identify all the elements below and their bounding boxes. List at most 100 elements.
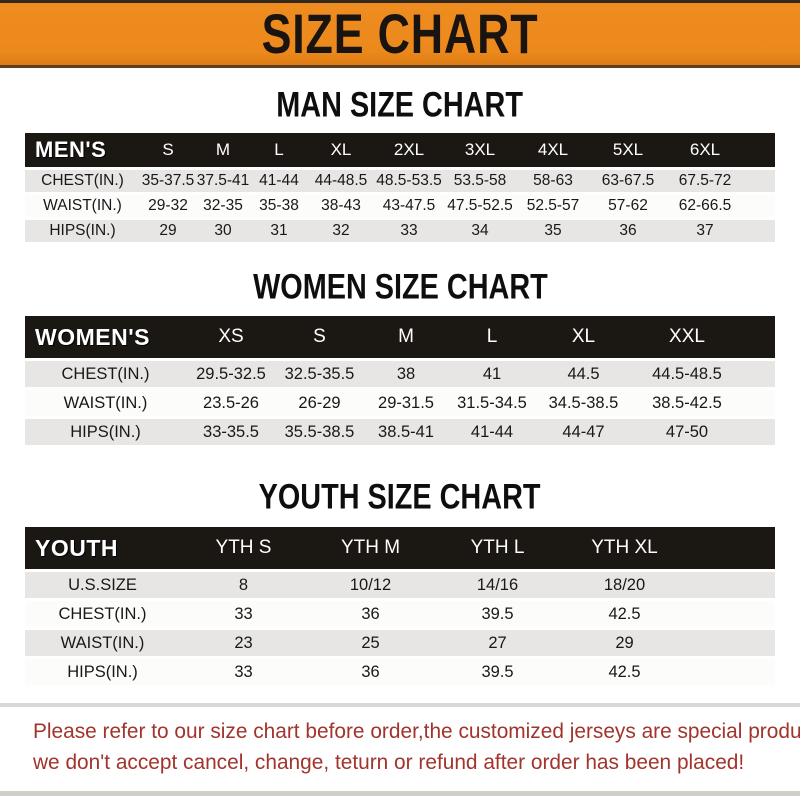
table-cell: 44-47 <box>535 419 632 445</box>
table-cell: 41-44 <box>250 170 308 192</box>
men-size-header: S <box>140 133 196 167</box>
spacer-cell <box>744 133 775 167</box>
row-label: U.S.SIZE <box>25 572 180 598</box>
table-cell: 25 <box>307 630 434 656</box>
youth-size-table: YOUTH YTH S YTH M YTH L YTH XL U.S.SIZE … <box>25 524 775 688</box>
spacer-cell <box>688 630 775 656</box>
row-label: WAIST(IN.) <box>25 195 140 217</box>
youth-section-heading: YOUTH SIZE CHART <box>0 479 800 515</box>
men-hips-row: HIPS(IN.) 29 30 31 32 33 34 35 36 37 <box>25 220 775 242</box>
table-cell: 34 <box>444 220 516 242</box>
table-cell: 32 <box>308 220 374 242</box>
youth-size-header: YTH S <box>180 527 307 569</box>
table-cell: 35 <box>516 220 590 242</box>
table-cell: 29 <box>140 220 196 242</box>
spacer-cell <box>742 361 775 387</box>
table-cell: 18/20 <box>561 572 688 598</box>
women-waist-row: WAIST(IN.) 23.5-26 26-29 29-31.5 31.5-34… <box>25 390 775 416</box>
women-size-header: S <box>276 316 363 358</box>
spacer-cell <box>742 390 775 416</box>
youth-size-header: YTH XL <box>561 527 688 569</box>
disclaimer-line-2: we don't accept cancel, change, teturn o… <box>33 749 745 774</box>
table-cell: 39.5 <box>434 659 561 685</box>
table-cell: 36 <box>307 601 434 627</box>
table-cell: 33 <box>180 659 307 685</box>
men-size-header: 2XL <box>374 133 444 167</box>
table-cell: 31.5-34.5 <box>449 390 535 416</box>
men-size-table: MEN'S S M L XL 2XL 3XL 4XL 5XL 6XL CHEST… <box>25 130 775 245</box>
table-cell: 23.5-26 <box>186 390 276 416</box>
table-cell: 33-35.5 <box>186 419 276 445</box>
youth-hips-row: HIPS(IN.) 33 36 39.5 42.5 <box>25 659 775 685</box>
table-cell: 35.5-38.5 <box>276 419 363 445</box>
table-cell: 35-37.5 <box>140 170 196 192</box>
table-cell: 8 <box>180 572 307 598</box>
table-cell: 52.5-57 <box>516 195 590 217</box>
men-size-header: 5XL <box>590 133 666 167</box>
spacer-cell <box>688 601 775 627</box>
spacer-cell <box>744 195 775 217</box>
table-cell: 42.5 <box>561 659 688 685</box>
table-cell: 36 <box>590 220 666 242</box>
table-cell: 39.5 <box>434 601 561 627</box>
men-size-header: 4XL <box>516 133 590 167</box>
table-cell: 33 <box>374 220 444 242</box>
table-cell: 44.5-48.5 <box>632 361 742 387</box>
table-cell: 38.5-41 <box>363 419 449 445</box>
youth-header-row: YOUTH YTH S YTH M YTH L YTH XL <box>25 527 775 569</box>
youth-ussize-row: U.S.SIZE 8 10/12 14/16 18/20 <box>25 572 775 598</box>
table-cell: 53.5-58 <box>444 170 516 192</box>
table-cell: 33 <box>180 601 307 627</box>
row-label: CHEST(IN.) <box>25 361 186 387</box>
men-size-header: XL <box>308 133 374 167</box>
table-cell: 34.5-38.5 <box>535 390 632 416</box>
table-cell: 35-38 <box>250 195 308 217</box>
table-cell: 43-47.5 <box>374 195 444 217</box>
youth-chest-row: CHEST(IN.) 33 36 39.5 42.5 <box>25 601 775 627</box>
women-hips-row: HIPS(IN.) 33-35.5 35.5-38.5 38.5-41 41-4… <box>25 419 775 445</box>
table-cell: 47.5-52.5 <box>444 195 516 217</box>
table-cell: 29.5-32.5 <box>186 361 276 387</box>
men-size-header: 6XL <box>666 133 744 167</box>
women-heading-text: WOMEN SIZE CHART <box>252 266 548 307</box>
table-cell: 27 <box>434 630 561 656</box>
men-chest-row: CHEST(IN.) 35-37.5 37.5-41 41-44 44-48.5… <box>25 170 775 192</box>
table-cell: 29 <box>561 630 688 656</box>
table-cell: 63-67.5 <box>590 170 666 192</box>
spacer-cell <box>688 659 775 685</box>
youth-size-header: YTH M <box>307 527 434 569</box>
women-section-heading: WOMEN SIZE CHART <box>0 266 800 307</box>
table-cell: 42.5 <box>561 601 688 627</box>
table-cell: 32.5-35.5 <box>276 361 363 387</box>
spacer-cell <box>742 419 775 445</box>
table-cell: 30 <box>196 220 250 242</box>
spacer-cell <box>688 572 775 598</box>
table-cell: 44-48.5 <box>308 170 374 192</box>
table-cell: 38.5-42.5 <box>632 390 742 416</box>
table-cell: 37 <box>666 220 744 242</box>
spacer-cell <box>742 316 775 358</box>
women-chest-row: CHEST(IN.) 29.5-32.5 32.5-35.5 38 41 44.… <box>25 361 775 387</box>
row-label: WAIST(IN.) <box>25 390 186 416</box>
spacer-cell <box>744 170 775 192</box>
table-cell: 29-31.5 <box>363 390 449 416</box>
table-cell: 57-62 <box>590 195 666 217</box>
disclaimer-line-1: Please refer to our size chart before or… <box>33 719 800 743</box>
women-header-row: WOMEN'S XS S M L XL XXL <box>25 316 775 358</box>
men-header-row: MEN'S S M L XL 2XL 3XL 4XL 5XL 6XL <box>25 133 775 167</box>
table-cell: 47-50 <box>632 419 742 445</box>
men-size-header: L <box>250 133 308 167</box>
row-label: CHEST(IN.) <box>25 170 140 192</box>
table-cell: 31 <box>250 220 308 242</box>
table-cell: 10/12 <box>307 572 434 598</box>
row-label: HIPS(IN.) <box>25 659 180 685</box>
table-cell: 62-66.5 <box>666 195 744 217</box>
table-cell: 32-35 <box>196 195 250 217</box>
men-heading-text: MAN SIZE CHART <box>276 84 524 125</box>
table-cell: 58-63 <box>516 170 590 192</box>
women-size-header: L <box>449 316 535 358</box>
table-cell: 36 <box>307 659 434 685</box>
women-table-label: WOMEN'S <box>25 316 186 358</box>
women-size-header: XXL <box>632 316 742 358</box>
